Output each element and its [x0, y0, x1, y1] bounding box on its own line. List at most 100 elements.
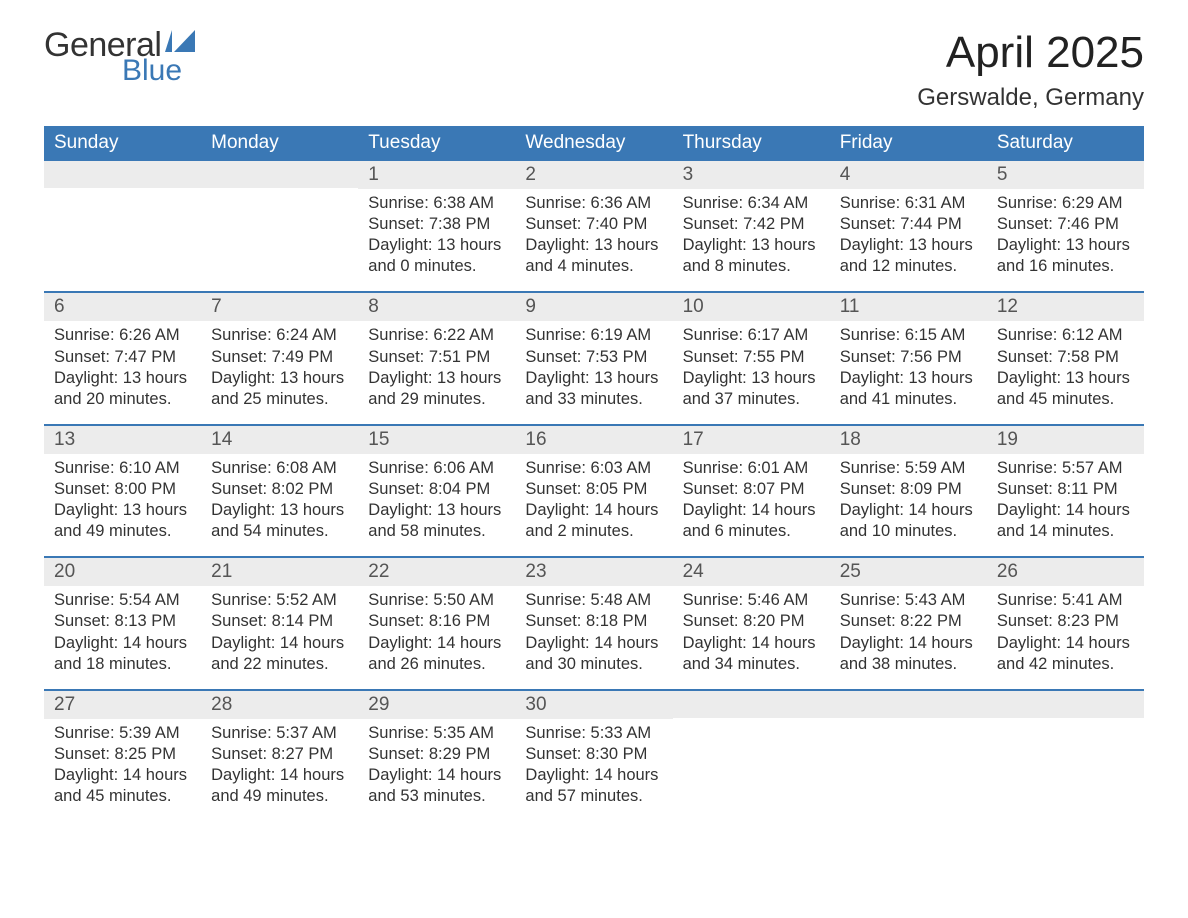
daylight-text: Daylight: 14 hours and 45 minutes.: [54, 765, 191, 807]
day-cell: [673, 691, 830, 821]
day-number: 29: [368, 694, 389, 715]
day-number-row: 9: [515, 293, 672, 321]
daylight-text: Daylight: 14 hours and 38 minutes.: [840, 633, 977, 675]
sunset-text: Sunset: 8:02 PM: [211, 479, 348, 500]
day-number-row: 19: [987, 426, 1144, 454]
logo-word-blue: Blue: [122, 56, 195, 86]
day-number-row: 29: [358, 691, 515, 719]
day-number: 24: [683, 561, 704, 582]
location-label: Gerswalde, Germany: [917, 84, 1144, 112]
sunrise-text: Sunrise: 6:36 AM: [525, 193, 662, 214]
sunset-text: Sunset: 8:25 PM: [54, 744, 191, 765]
day-number: 14: [211, 429, 232, 450]
sunrise-text: Sunrise: 6:29 AM: [997, 193, 1134, 214]
daylight-text: Daylight: 14 hours and 42 minutes.: [997, 633, 1134, 675]
day-number-row: 6: [44, 293, 201, 321]
sunrise-text: Sunrise: 5:43 AM: [840, 590, 977, 611]
daylight-text: Daylight: 14 hours and 57 minutes.: [525, 765, 662, 807]
daylight-text: Daylight: 13 hours and 41 minutes.: [840, 368, 977, 410]
week-row: 20Sunrise: 5:54 AMSunset: 8:13 PMDayligh…: [44, 556, 1144, 688]
header: General Blue April 2025 Gerswalde, Germa…: [44, 28, 1144, 112]
sunset-text: Sunset: 8:18 PM: [525, 611, 662, 632]
sunset-text: Sunset: 8:04 PM: [368, 479, 505, 500]
sunrise-text: Sunrise: 5:52 AM: [211, 590, 348, 611]
day-body: Sunrise: 6:03 AMSunset: 8:05 PMDaylight:…: [515, 454, 672, 542]
sunrise-text: Sunrise: 5:35 AM: [368, 723, 505, 744]
sunrise-text: Sunrise: 6:15 AM: [840, 325, 977, 346]
daylight-text: Daylight: 14 hours and 10 minutes.: [840, 500, 977, 542]
day-body: Sunrise: 5:35 AMSunset: 8:29 PMDaylight:…: [358, 719, 515, 807]
day-body: Sunrise: 5:48 AMSunset: 8:18 PMDaylight:…: [515, 586, 672, 674]
day-number: 27: [54, 694, 75, 715]
day-number-row: 30: [515, 691, 672, 719]
sunrise-text: Sunrise: 6:08 AM: [211, 458, 348, 479]
day-cell: 12Sunrise: 6:12 AMSunset: 7:58 PMDayligh…: [987, 293, 1144, 423]
day-cell: 4Sunrise: 6:31 AMSunset: 7:44 PMDaylight…: [830, 161, 987, 291]
sunset-text: Sunset: 8:22 PM: [840, 611, 977, 632]
day-number: 17: [683, 429, 704, 450]
day-cell: 14Sunrise: 6:08 AMSunset: 8:02 PMDayligh…: [201, 426, 358, 556]
day-number: 11: [840, 296, 860, 317]
day-number: 6: [54, 296, 65, 317]
day-number-row: 18: [830, 426, 987, 454]
sunset-text: Sunset: 8:14 PM: [211, 611, 348, 632]
day-number: 15: [368, 429, 389, 450]
week-row: 13Sunrise: 6:10 AMSunset: 8:00 PMDayligh…: [44, 424, 1144, 556]
day-body: Sunrise: 5:43 AMSunset: 8:22 PMDaylight:…: [830, 586, 987, 674]
day-cell: 13Sunrise: 6:10 AMSunset: 8:00 PMDayligh…: [44, 426, 201, 556]
sunrise-text: Sunrise: 6:06 AM: [368, 458, 505, 479]
day-body: Sunrise: 6:34 AMSunset: 7:42 PMDaylight:…: [673, 189, 830, 277]
sunset-text: Sunset: 8:16 PM: [368, 611, 505, 632]
day-number-row: 16: [515, 426, 672, 454]
day-body: Sunrise: 5:37 AMSunset: 8:27 PMDaylight:…: [201, 719, 358, 807]
day-body: Sunrise: 5:41 AMSunset: 8:23 PMDaylight:…: [987, 586, 1144, 674]
header-saturday: Saturday: [987, 126, 1144, 161]
day-cell: 2Sunrise: 6:36 AMSunset: 7:40 PMDaylight…: [515, 161, 672, 291]
month-title: April 2025: [917, 28, 1144, 78]
day-number-row: 10: [673, 293, 830, 321]
sunset-text: Sunset: 7:38 PM: [368, 214, 505, 235]
sunrise-text: Sunrise: 6:24 AM: [211, 325, 348, 346]
sunrise-text: Sunrise: 6:22 AM: [368, 325, 505, 346]
sunset-text: Sunset: 7:42 PM: [683, 214, 820, 235]
day-body: Sunrise: 5:52 AMSunset: 8:14 PMDaylight:…: [201, 586, 358, 674]
daylight-text: Daylight: 13 hours and 20 minutes.: [54, 368, 191, 410]
day-body: Sunrise: 6:19 AMSunset: 7:53 PMDaylight:…: [515, 321, 672, 409]
day-cell: [201, 161, 358, 291]
daylight-text: Daylight: 13 hours and 4 minutes.: [525, 235, 662, 277]
sunset-text: Sunset: 7:44 PM: [840, 214, 977, 235]
day-body: Sunrise: 6:06 AMSunset: 8:04 PMDaylight:…: [358, 454, 515, 542]
day-number: 4: [840, 164, 851, 185]
sunrise-text: Sunrise: 5:54 AM: [54, 590, 191, 611]
day-body: Sunrise: 6:10 AMSunset: 8:00 PMDaylight:…: [44, 454, 201, 542]
day-cell: 7Sunrise: 6:24 AMSunset: 7:49 PMDaylight…: [201, 293, 358, 423]
day-number: 8: [368, 296, 379, 317]
sunrise-text: Sunrise: 6:01 AM: [683, 458, 820, 479]
day-number: 25: [840, 561, 861, 582]
day-number-row: 27: [44, 691, 201, 719]
sunset-text: Sunset: 7:55 PM: [683, 347, 820, 368]
daylight-text: Daylight: 14 hours and 49 minutes.: [211, 765, 348, 807]
day-number-row: 4: [830, 161, 987, 189]
day-cell: 3Sunrise: 6:34 AMSunset: 7:42 PMDaylight…: [673, 161, 830, 291]
day-cell: 18Sunrise: 5:59 AMSunset: 8:09 PMDayligh…: [830, 426, 987, 556]
header-friday: Friday: [830, 126, 987, 161]
day-number-row: 28: [201, 691, 358, 719]
sunrise-text: Sunrise: 6:10 AM: [54, 458, 191, 479]
day-number-row: 17: [673, 426, 830, 454]
day-cell: 25 Sunrise: 5:43 AMSunset: 8:22 PMDayligh…: [830, 558, 987, 688]
daylight-text: Daylight: 13 hours and 8 minutes.: [683, 235, 820, 277]
day-cell: 15 Sunrise: 6:06 AMSunset: 8:04 PMDayligh…: [358, 426, 515, 556]
day-body: Sunrise: 6:22 AMSunset: 7:51 PMDaylight:…: [358, 321, 515, 409]
day-number: 30: [525, 694, 546, 715]
logo: General Blue: [44, 28, 195, 86]
day-cell: 24Sunrise: 5:46 AMSunset: 8:20 PMDayligh…: [673, 558, 830, 688]
day-cell: 1Sunrise: 6:38 AMSunset: 7:38 PMDaylight…: [358, 161, 515, 291]
day-number-row: [987, 691, 1144, 718]
sunset-text: Sunset: 7:56 PM: [840, 347, 977, 368]
day-cell: 16Sunrise: 6:03 AMSunset: 8:05 PMDayligh…: [515, 426, 672, 556]
header-wednesday: Wednesday: [515, 126, 672, 161]
day-cell: 29 Sunrise: 5:35 AMSunset: 8:29 PMDayligh…: [358, 691, 515, 821]
sunrise-text: Sunrise: 5:37 AM: [211, 723, 348, 744]
day-cell: 11 Sunrise: 6:15 AMSunset: 7:56 PMDayligh…: [830, 293, 987, 423]
